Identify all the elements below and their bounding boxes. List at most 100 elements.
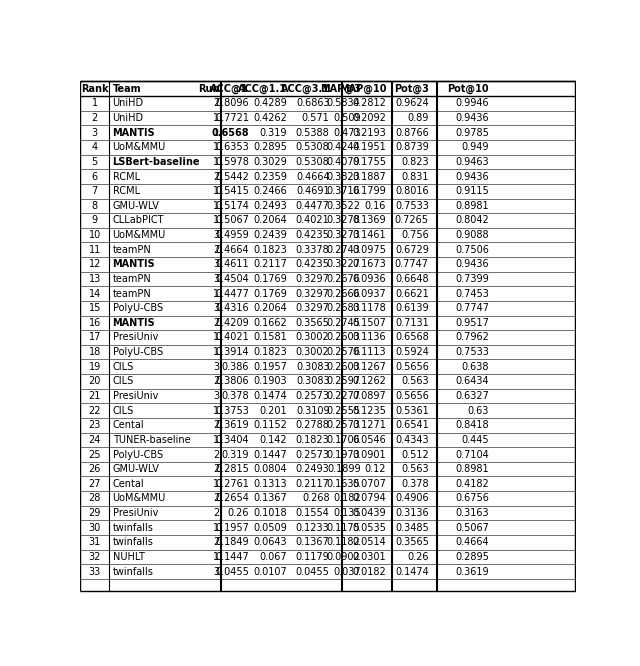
Text: 1: 1 (213, 552, 220, 562)
Text: 1: 1 (213, 143, 220, 153)
Text: 0.7747: 0.7747 (455, 303, 489, 313)
Text: 0.3297: 0.3297 (296, 288, 330, 298)
Text: 1: 1 (213, 523, 220, 533)
Text: 10: 10 (88, 230, 101, 240)
Text: 12: 12 (88, 259, 101, 269)
Text: 0.1957: 0.1957 (253, 362, 287, 372)
Text: 1: 1 (213, 479, 220, 489)
Text: 0.6139: 0.6139 (395, 303, 429, 313)
Text: 0.4477: 0.4477 (296, 201, 330, 211)
Text: 0.2439: 0.2439 (253, 230, 287, 240)
Text: 0.378: 0.378 (401, 479, 429, 489)
Text: 0.2277: 0.2277 (326, 391, 360, 401)
Text: 0.1271: 0.1271 (352, 420, 386, 430)
Text: 30: 30 (88, 523, 101, 533)
Text: 0.6568: 0.6568 (395, 332, 429, 342)
Text: GMU-WLV: GMU-WLV (113, 464, 159, 474)
Text: 0.0439: 0.0439 (353, 508, 386, 518)
Text: 25: 25 (88, 450, 101, 460)
Text: teamPN: teamPN (113, 288, 151, 298)
Text: 0.1823: 0.1823 (296, 435, 330, 445)
Text: 3: 3 (213, 391, 220, 401)
Text: 0.319: 0.319 (221, 450, 249, 460)
Text: 0.9785: 0.9785 (455, 128, 489, 138)
Text: 0.7506: 0.7506 (455, 244, 489, 254)
Text: 0.5442: 0.5442 (215, 172, 249, 182)
Text: 0.3002: 0.3002 (296, 332, 330, 342)
Text: 0.4691: 0.4691 (296, 186, 330, 196)
Text: 0.1823: 0.1823 (253, 244, 287, 254)
Text: 23: 23 (88, 420, 101, 430)
Text: 0.8981: 0.8981 (456, 464, 489, 474)
Text: 0.63: 0.63 (468, 406, 489, 416)
Text: 0.0804: 0.0804 (253, 464, 287, 474)
Text: 0.4664: 0.4664 (296, 172, 330, 182)
Text: MAP@3: MAP@3 (320, 84, 360, 94)
Text: 0.8016: 0.8016 (395, 186, 429, 196)
Text: 33: 33 (88, 567, 101, 577)
Text: 0.3227: 0.3227 (326, 259, 360, 269)
Text: 26: 26 (88, 464, 101, 474)
Text: 0.5656: 0.5656 (395, 362, 429, 372)
Text: 0.1706: 0.1706 (327, 435, 360, 445)
Text: 0.4664: 0.4664 (215, 244, 249, 254)
Text: 0.0975: 0.0975 (352, 244, 386, 254)
Text: LSBert-baseline: LSBert-baseline (113, 157, 200, 167)
Text: 0.268: 0.268 (302, 494, 330, 503)
Text: 0.2555: 0.2555 (326, 406, 360, 416)
Text: 0.0936: 0.0936 (353, 274, 386, 284)
Text: 0.4235: 0.4235 (296, 230, 330, 240)
Text: MANTIS: MANTIS (113, 318, 155, 328)
Text: 3: 3 (213, 362, 220, 372)
Text: 0.5656: 0.5656 (395, 391, 429, 401)
Text: 2: 2 (213, 244, 220, 254)
Text: 0.1136: 0.1136 (353, 332, 386, 342)
Text: ACC@1: ACC@1 (211, 84, 249, 94)
Text: Rank: Rank (81, 84, 109, 94)
Text: 0.1178: 0.1178 (353, 303, 386, 313)
Text: 20: 20 (88, 376, 101, 386)
Text: 0.4664: 0.4664 (456, 537, 489, 547)
Text: CILS: CILS (113, 362, 134, 372)
Text: 0.1233: 0.1233 (296, 523, 330, 533)
Text: 1: 1 (213, 186, 220, 196)
Text: 0.2576: 0.2576 (326, 347, 360, 357)
Text: 0.0794: 0.0794 (353, 494, 386, 503)
Text: ACC@1.1: ACC@1.1 (238, 84, 287, 94)
Text: 0.3297: 0.3297 (296, 274, 330, 284)
Text: 0.563: 0.563 (401, 464, 429, 474)
Text: 0.3753: 0.3753 (215, 406, 249, 416)
Text: 17: 17 (88, 332, 101, 342)
Text: 0.1267: 0.1267 (352, 362, 386, 372)
Text: 21: 21 (88, 391, 101, 401)
Text: 0.0546: 0.0546 (353, 435, 386, 445)
Text: 2: 2 (213, 420, 220, 430)
Text: 0.3163: 0.3163 (456, 508, 489, 518)
Text: 0.2117: 0.2117 (253, 259, 287, 269)
Text: Pot@3: Pot@3 (394, 84, 429, 94)
Text: Team: Team (113, 84, 141, 94)
Text: 0.5388: 0.5388 (296, 128, 330, 138)
Text: 2: 2 (213, 99, 220, 109)
Text: 15: 15 (88, 303, 101, 313)
Text: 0.3109: 0.3109 (296, 406, 330, 416)
Text: 0.9624: 0.9624 (395, 99, 429, 109)
Text: 0.1175: 0.1175 (326, 523, 360, 533)
Text: 0.8981: 0.8981 (456, 201, 489, 211)
Text: 3: 3 (213, 303, 220, 313)
Text: 0.4244: 0.4244 (327, 143, 360, 153)
Text: 0.7533: 0.7533 (395, 201, 429, 211)
Text: 0.16: 0.16 (365, 201, 386, 211)
Text: 0.5067: 0.5067 (215, 215, 249, 226)
Text: 0.4477: 0.4477 (215, 288, 249, 298)
Text: 0.2666: 0.2666 (327, 288, 360, 298)
Text: 2: 2 (213, 318, 220, 328)
Text: 0.1581: 0.1581 (253, 332, 287, 342)
Text: 0.5415: 0.5415 (215, 186, 249, 196)
Text: 0.3404: 0.3404 (215, 435, 249, 445)
Text: 3: 3 (213, 274, 220, 284)
Text: 14: 14 (88, 288, 101, 298)
Text: 0.1182: 0.1182 (327, 537, 360, 547)
Text: 0.2064: 0.2064 (253, 303, 287, 313)
Text: 0.8096: 0.8096 (215, 99, 249, 109)
